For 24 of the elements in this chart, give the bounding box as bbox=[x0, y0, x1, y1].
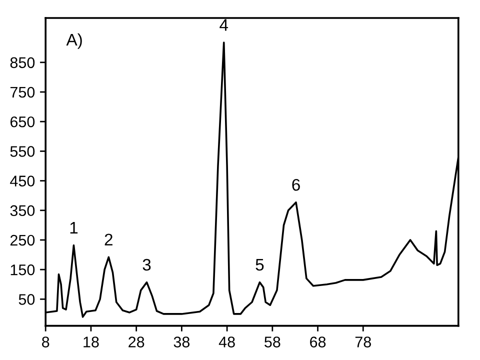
x-tick-label: 28 bbox=[128, 336, 144, 348]
y-tick-label: 50 bbox=[18, 294, 35, 305]
annotation: 1 bbox=[70, 222, 78, 234]
y-tick-label: 250 bbox=[10, 234, 35, 246]
x-tick-label: 38 bbox=[174, 336, 190, 348]
x-tick-label: 58 bbox=[264, 336, 280, 348]
annotation: 3 bbox=[142, 258, 151, 271]
x-tick-label: 48 bbox=[218, 336, 235, 348]
x-tick-label: 68 bbox=[310, 336, 326, 348]
annotation: 2 bbox=[104, 234, 112, 246]
y-tick-label: 750 bbox=[10, 86, 35, 98]
x-tick-label: 18 bbox=[84, 336, 99, 348]
annotation: 4 bbox=[220, 19, 228, 31]
annotation: 5 bbox=[256, 259, 264, 271]
y-tick-label: 350 bbox=[10, 205, 35, 216]
y-tick-label: 850 bbox=[10, 57, 35, 68]
y-tick-label: 450 bbox=[10, 176, 35, 186]
x-tick-label: 8 bbox=[42, 336, 50, 348]
annotation: A) bbox=[66, 33, 82, 49]
y-tick-label: 150 bbox=[10, 264, 35, 276]
y-tick-label: 550 bbox=[10, 146, 35, 157]
y-tick-label: 650 bbox=[10, 116, 35, 128]
x-tick-label: 78 bbox=[355, 336, 371, 348]
annotation: 6 bbox=[292, 178, 300, 191]
